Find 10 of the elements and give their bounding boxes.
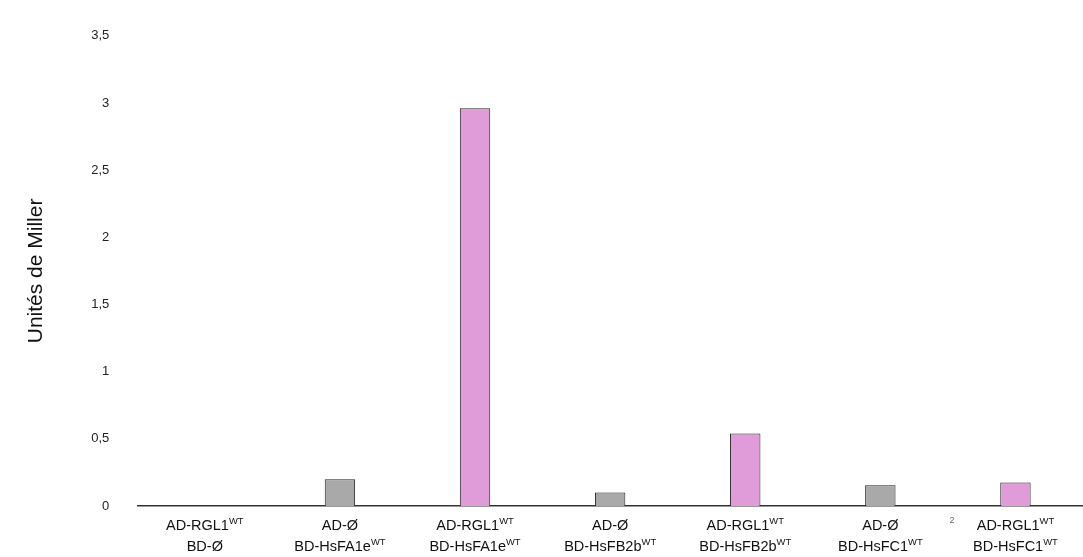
y-tick-label: 0,5 xyxy=(91,430,110,446)
y-tick-label: 1 xyxy=(102,363,110,379)
text: 2 xyxy=(949,515,955,525)
y-tick-label: 0 xyxy=(102,497,110,513)
y-tick-label: 1,5 xyxy=(91,296,110,312)
y-tick-label: 3 xyxy=(102,94,110,110)
y-tick-label: 2,5 xyxy=(91,161,110,177)
y-tick-label: 3,5 xyxy=(91,27,110,43)
y-tick-label: 2 xyxy=(102,228,110,244)
y-axis-title: Unités de Miller xyxy=(23,198,47,344)
